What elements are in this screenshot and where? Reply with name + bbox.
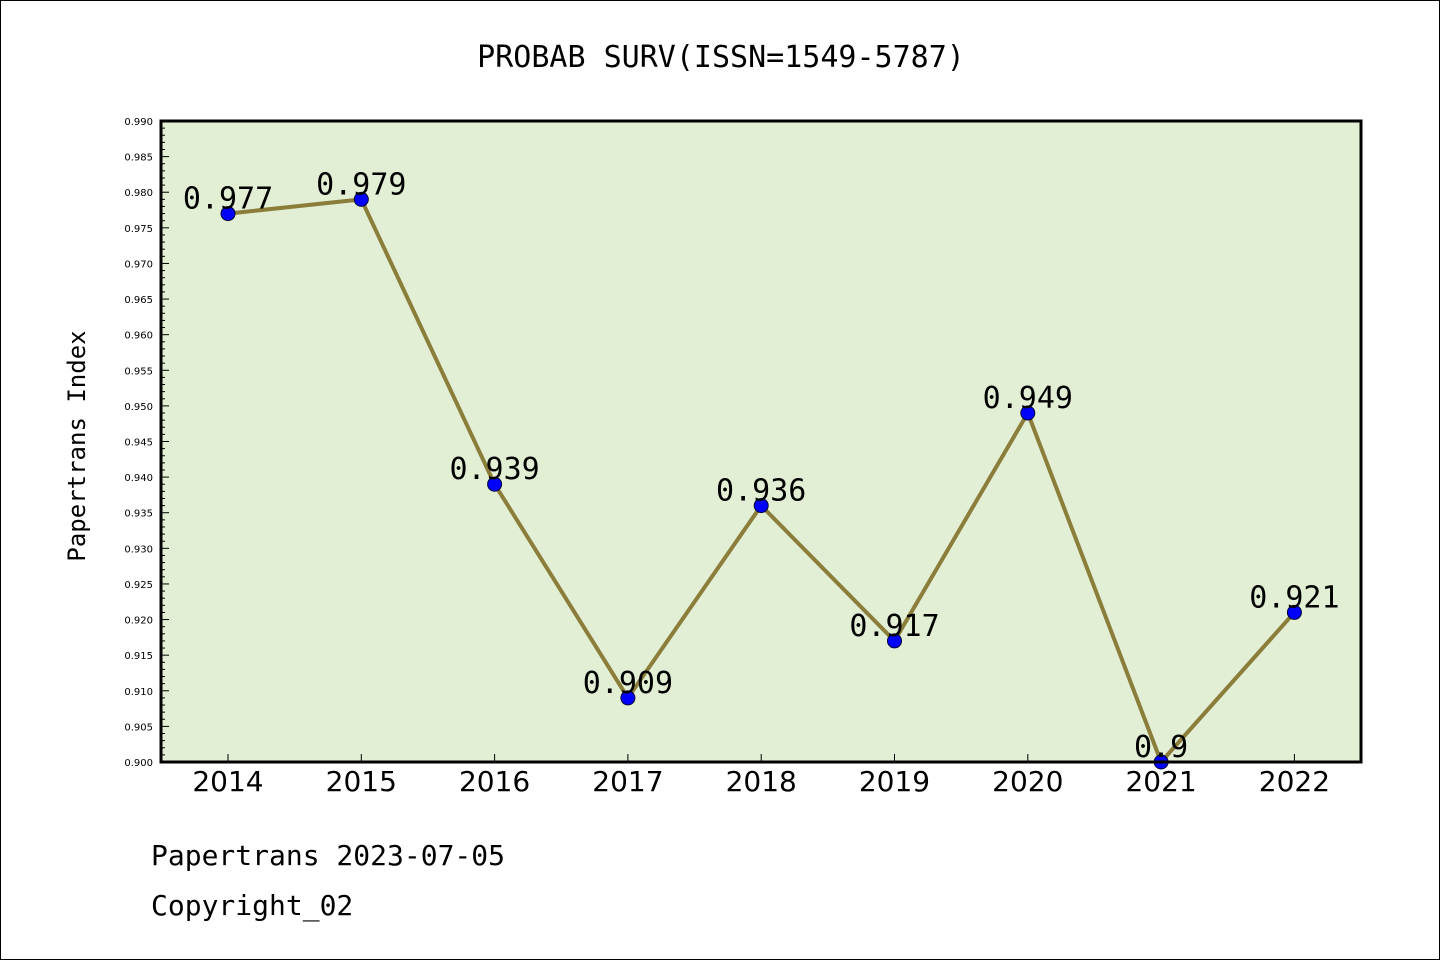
- x-tick-label: 2021: [1125, 765, 1196, 798]
- footer-date: Papertrans 2023-07-05: [151, 839, 505, 872]
- x-tick-label: 2019: [859, 765, 930, 798]
- plot-border: [159, 119, 1363, 764]
- data-value-label: 0.936: [716, 474, 806, 509]
- footer-copyright: Copyright_02: [151, 889, 353, 923]
- y-tick-label: 0.980: [124, 188, 153, 199]
- y-tick-label: 0.920: [124, 616, 153, 627]
- data-value-label: 0.979: [316, 167, 406, 202]
- x-tick-label: 2014: [192, 765, 263, 798]
- y-tick-label: 0.900: [124, 758, 153, 769]
- y-tick-label: 0.945: [124, 438, 153, 449]
- data-point-marker: [753, 498, 769, 514]
- y-tick-label: 0.965: [124, 295, 153, 306]
- y-tick-label: 0.910: [124, 687, 153, 698]
- data-point-marker: [620, 690, 636, 706]
- data-value-label: 0.921: [1249, 580, 1339, 615]
- y-tick-label: 0.970: [124, 259, 153, 270]
- data-point-marker: [487, 476, 503, 492]
- y-tick-label: 0.960: [124, 331, 153, 342]
- chart-title: PROBAB SURV(ISSN=1549-5787): [477, 40, 965, 75]
- data-value-label: 0.977: [183, 182, 273, 217]
- y-tick-label: 0.925: [124, 580, 153, 591]
- y-tick-label: 0.955: [124, 366, 153, 377]
- data-point-marker: [1020, 405, 1036, 421]
- y-tick-label: 0.990: [124, 117, 153, 128]
- data-point-marker: [220, 206, 236, 222]
- y-axis-label: Papertrans Index: [63, 330, 91, 561]
- data-point-marker: [887, 633, 902, 649]
- data-point-marker: [1286, 604, 1302, 620]
- x-tick-label: 2022: [1259, 765, 1330, 798]
- data-value-label: 0.9: [1134, 730, 1188, 765]
- data-value-label: 0.917: [849, 609, 939, 644]
- data-points: [220, 191, 1302, 770]
- x-tick-label: 2020: [992, 765, 1063, 798]
- data-labels: 0.977 0.979 0.939 0.909 0.936 0.917 0.949 0.9 0.…: [183, 167, 1340, 765]
- data-value-label: 0.939: [449, 452, 539, 487]
- y-tick-label: 0.930: [124, 544, 153, 555]
- plot-area: [161, 121, 1361, 762]
- x-tick-label: 2018: [726, 765, 797, 798]
- x-tick-label: 2017: [592, 765, 663, 798]
- y-tick-label: 0.975: [124, 224, 153, 235]
- x-axis: 2014 2015 2016 2017 2018 2019 2020 2021 2022: [192, 754, 1330, 798]
- data-value-label: 0.909: [583, 666, 673, 701]
- y-tick-label: 0.915: [124, 651, 153, 662]
- data-value-label: 0.949: [983, 381, 1073, 416]
- y-tick-label: 0.935: [124, 509, 153, 520]
- y-tick-label: 0.985: [124, 153, 153, 164]
- x-tick-label: 2015: [326, 765, 397, 798]
- y-tick-label: 0.905: [124, 722, 153, 733]
- data-point-marker: [353, 191, 369, 207]
- y-tick-label: 0.940: [124, 473, 153, 484]
- x-tick-label: 2016: [459, 765, 530, 798]
- y-tick-label: 0.950: [124, 402, 153, 413]
